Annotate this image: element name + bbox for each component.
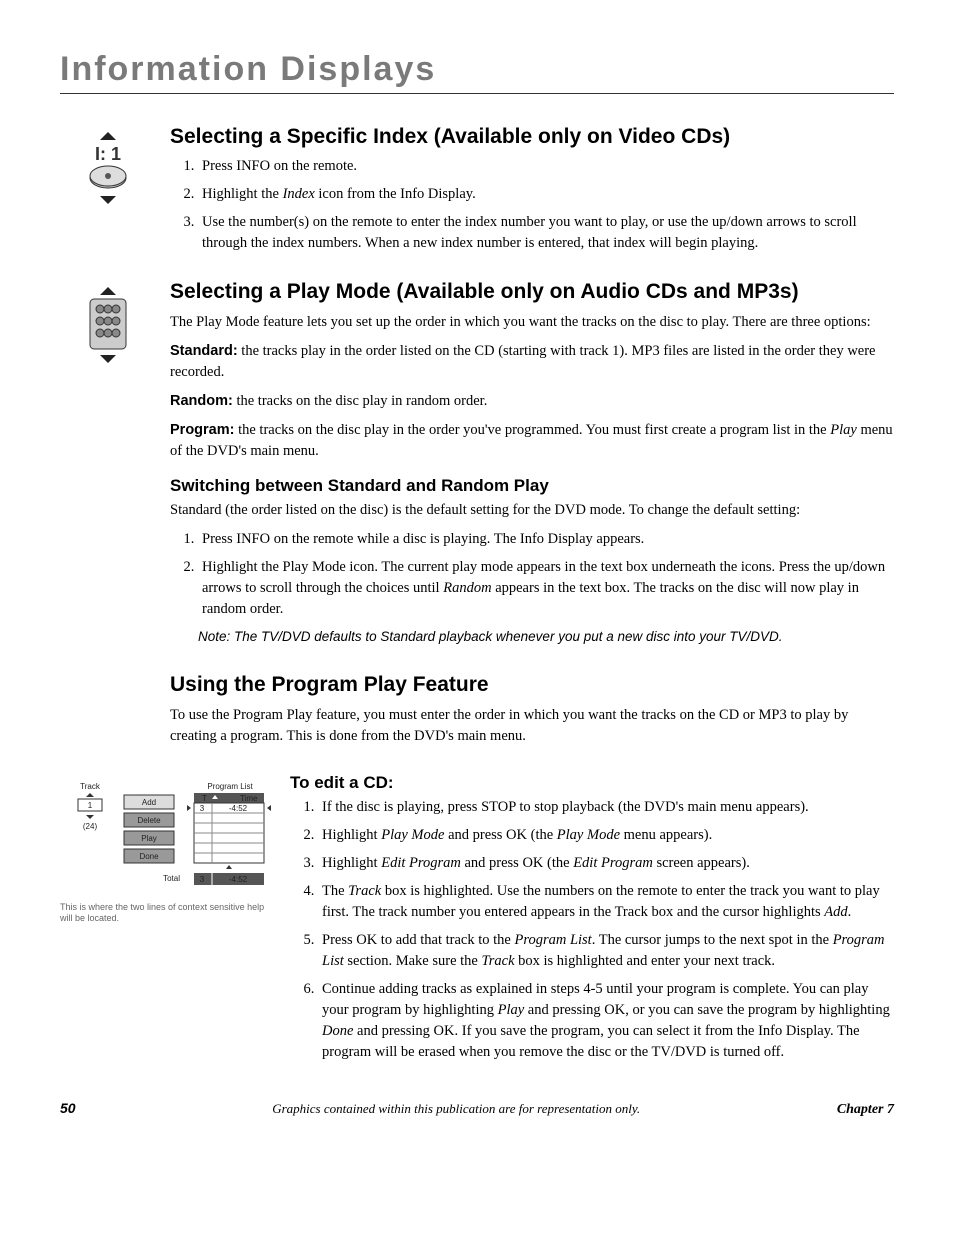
program-list-figure: Track 1 (24) Add Delete Play Done Progra… (60, 779, 272, 925)
list-item: Highlight the Index icon from the Info D… (198, 184, 894, 205)
emphasis: Edit Program (573, 855, 653, 871)
text: . The cursor jumps to the next spot in t… (592, 932, 833, 948)
list-item: Highlight Edit Program and press OK (the… (318, 853, 894, 874)
list-item: Press OK to add that track to the Progra… (318, 930, 894, 972)
text: Highlight (322, 827, 381, 843)
figure-col-time: Time (240, 794, 258, 803)
figure-track-label: Track (80, 782, 101, 791)
list-item: Highlight the Play Mode icon. The curren… (198, 557, 894, 620)
list-item: Continue adding tracks as explained in s… (318, 979, 894, 1063)
section-program-play: Using the Program Play Feature To use th… (60, 672, 894, 754)
text: and press OK (the (461, 855, 573, 871)
paragraph: Standard (the order listed on the disc) … (170, 500, 894, 521)
heading-edit-cd: To edit a CD: (290, 773, 894, 793)
paragraph: To use the Program Play feature, you mus… (170, 705, 894, 747)
text: the tracks on the disc play in random or… (233, 393, 488, 409)
figure-total-label: Total (163, 874, 180, 883)
text: screen appears). (653, 855, 750, 871)
term-standard: Standard: (170, 343, 238, 359)
steps-switching: Press INFO on the remote while a disc is… (170, 529, 894, 620)
paragraph: Random: the tracks on the disc play in r… (170, 391, 894, 412)
text: menu appears). (620, 827, 712, 843)
text: and pressing OK, or you can save the pro… (524, 1002, 890, 1018)
term-random: Random: (170, 393, 233, 409)
paragraph: Standard: the tracks play in the order l… (170, 341, 894, 383)
figure-row-num: 3 (200, 804, 205, 813)
heading-specific-index: Selecting a Specific Index (Available on… (170, 124, 894, 150)
text: and pressing OK. If you save the program… (322, 1023, 860, 1060)
text: . (848, 904, 852, 920)
footer-note: Graphics contained within this publicati… (272, 1101, 640, 1117)
list-item: Press INFO on the remote while a disc is… (198, 529, 894, 550)
figure-caption: This is where the two lines of context s… (60, 902, 272, 925)
figure-track-value: 1 (88, 801, 93, 810)
emphasis: Index (283, 186, 315, 202)
text: and press OK (the (444, 827, 556, 843)
page-number: 50 (60, 1100, 76, 1116)
list-item: Use the number(s) on the remote to enter… (198, 212, 894, 254)
heading-program-play: Using the Program Play Feature (170, 672, 894, 698)
figure-total-num: 3 (200, 875, 205, 884)
chapter-label: Chapter 7 (837, 1102, 894, 1118)
play-mode-icon (80, 285, 136, 357)
emphasis: Random (443, 580, 491, 596)
term-program: Program: (170, 422, 234, 438)
emphasis: Play Mode (381, 827, 444, 843)
figure-proglist-label: Program List (207, 782, 253, 791)
page-footer: 50 Graphics contained within this public… (60, 1100, 894, 1118)
section-specific-index: I: 1 Selecting a Specific Index (Availab… (60, 124, 894, 261)
figure-track-total: (24) (83, 822, 98, 831)
text: Highlight (322, 855, 381, 871)
section-play-mode: Selecting a Play Mode (Available only on… (60, 279, 894, 654)
text: section. Make sure the (344, 953, 482, 969)
list-item: The Track box is highlighted. Use the nu… (318, 881, 894, 923)
figure-done-button: Done (139, 852, 159, 861)
steps-specific-index: Press INFO on the remote. Highlight the … (170, 156, 894, 254)
section-edit-cd: Track 1 (24) Add Delete Play Done Progra… (60, 773, 894, 1070)
heading-switching: Switching between Standard and Random Pl… (170, 476, 894, 496)
note: Note: The TV/DVD defaults to Standard pl… (198, 627, 894, 647)
emphasis: Play Mode (557, 827, 620, 843)
figure-row-time: -4:52 (229, 804, 248, 813)
emphasis: Track (481, 953, 514, 969)
emphasis: Add (824, 904, 847, 920)
list-item: Highlight Play Mode and press OK (the Pl… (318, 825, 894, 846)
emphasis: Track (348, 883, 381, 899)
emphasis: Play (830, 422, 857, 438)
paragraph: The Play Mode feature lets you set up th… (170, 312, 894, 333)
text: icon from the Info Display. (315, 186, 476, 202)
index-icon-label: I: 1 (95, 144, 121, 164)
text: Highlight the (202, 186, 283, 202)
figure-add-button: Add (142, 798, 156, 807)
paragraph: Program: the tracks on the disc play in … (170, 420, 894, 462)
text: the tracks on the disc play in the order… (234, 422, 830, 438)
emphasis: Done (322, 1023, 353, 1039)
steps-edit-cd: If the disc is playing, press STOP to st… (290, 797, 894, 1063)
heading-play-mode: Selecting a Play Mode (Available only on… (170, 279, 894, 305)
text: box is highlighted. Use the numbers on t… (322, 883, 880, 920)
emphasis: Play (498, 1002, 525, 1018)
figure-col-t: T (202, 794, 207, 803)
page-title: Information Displays (60, 50, 894, 94)
list-item: If the disc is playing, press STOP to st… (318, 797, 894, 818)
figure-play-button: Play (141, 834, 157, 843)
figure-delete-button: Delete (137, 816, 161, 825)
text: The (322, 883, 348, 899)
figure-total-time: -4:52 (229, 875, 248, 884)
emphasis: Edit Program (381, 855, 461, 871)
text: Press OK to add that track to the (322, 932, 515, 948)
list-item: Press INFO on the remote. (198, 156, 894, 177)
text: the tracks play in the order listed on t… (170, 343, 876, 380)
index-icon: I: 1 (80, 130, 136, 202)
text: box is highlighted and enter your next t… (515, 953, 776, 969)
emphasis: Program List (515, 932, 592, 948)
